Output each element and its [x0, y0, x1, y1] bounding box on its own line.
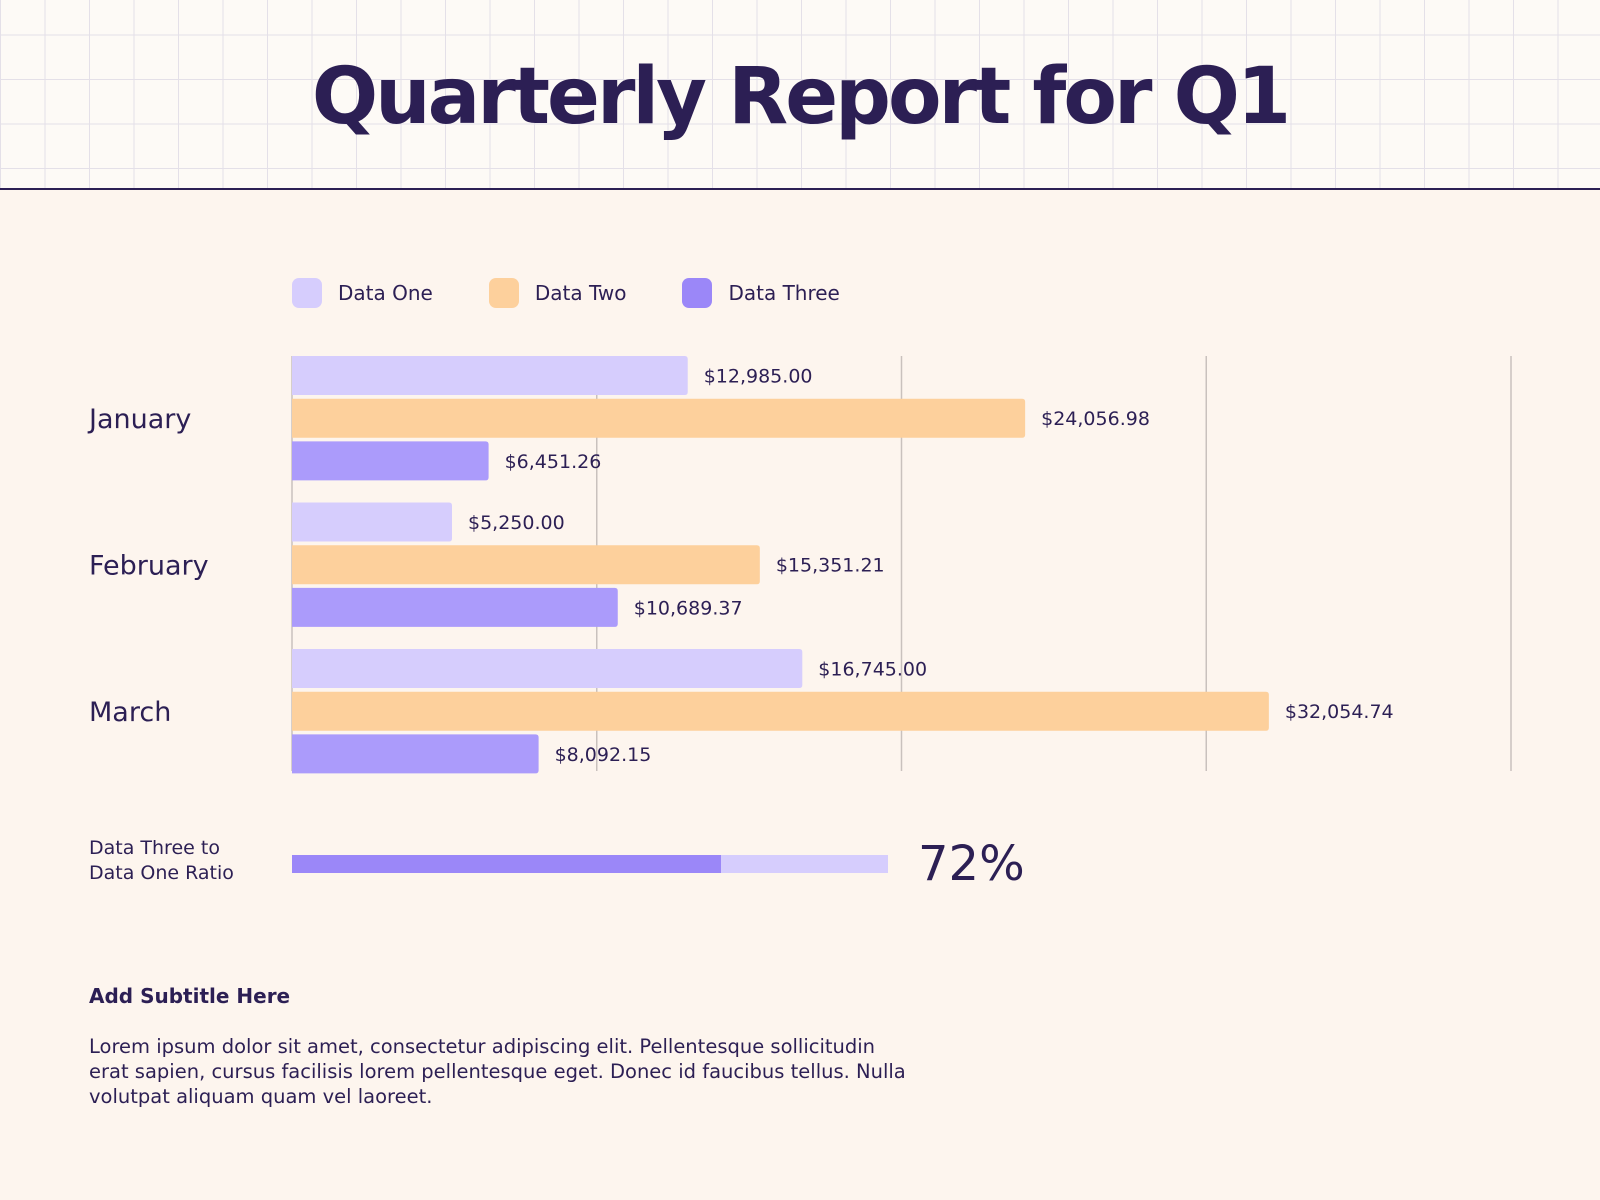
body-text: Lorem ipsum dolor sit amet, consectetur … [89, 1035, 906, 1108]
data-label: $32,054.74 [1285, 701, 1394, 723]
bar-data-one [292, 649, 803, 688]
ratio-progress-bar [292, 855, 888, 873]
data-label: $5,250.00 [468, 512, 565, 534]
data-label: $15,351.21 [776, 555, 885, 577]
chart-legend: Data One Data Two Data Three [292, 276, 896, 310]
bar-data-three [292, 587, 618, 627]
legend-swatch-data-one [292, 278, 322, 308]
bar-data-two [292, 691, 1269, 731]
category-label: February [89, 551, 209, 582]
bar-chart: January $12,985.00 $24,056.98 $6,451.26 Febr… [87, 356, 1512, 774]
bar-data-one [292, 502, 452, 542]
data-label: $6,451.26 [505, 451, 602, 473]
page-title: Quarterly Report for Q1 [311, 52, 1291, 142]
bar-data-two [292, 398, 1026, 438]
bar-data-two [292, 545, 760, 585]
data-label: $24,056.98 [1041, 408, 1150, 430]
legend-label: Data Two [534, 281, 627, 305]
data-label: $8,092.15 [555, 744, 652, 766]
ratio-label-line-2: Data One Ratio [89, 862, 234, 884]
data-label: $16,745.00 [818, 659, 927, 681]
header-banner: Quarterly Report for Q1 [0, 0, 1600, 190]
legend-item-data-two: Data Two [488, 278, 627, 308]
legend-label: Data Three [728, 281, 840, 305]
ratio-label: Data Three to Data One Ratio [89, 836, 289, 886]
legend-item-data-one: Data One [292, 278, 433, 308]
data-label: $10,689.37 [634, 597, 743, 619]
bar-data-three [292, 734, 539, 774]
legend-swatch-data-two [488, 278, 519, 308]
legend-item-data-three: Data Three [682, 278, 840, 308]
data-label: $12,985.00 [704, 366, 813, 388]
category-label: March [89, 697, 171, 728]
bar-data-one [292, 356, 688, 395]
category-label: January [87, 404, 191, 435]
ratio-value: 72% [918, 836, 1025, 892]
subtitle: Add Subtitle Here [89, 984, 291, 1008]
bar-data-three [292, 441, 489, 481]
legend-label: Data One [338, 281, 433, 305]
ratio-label-line-1: Data Three to [89, 837, 220, 859]
ratio-progress-fill [292, 855, 722, 873]
legend-swatch-data-three [682, 278, 713, 308]
